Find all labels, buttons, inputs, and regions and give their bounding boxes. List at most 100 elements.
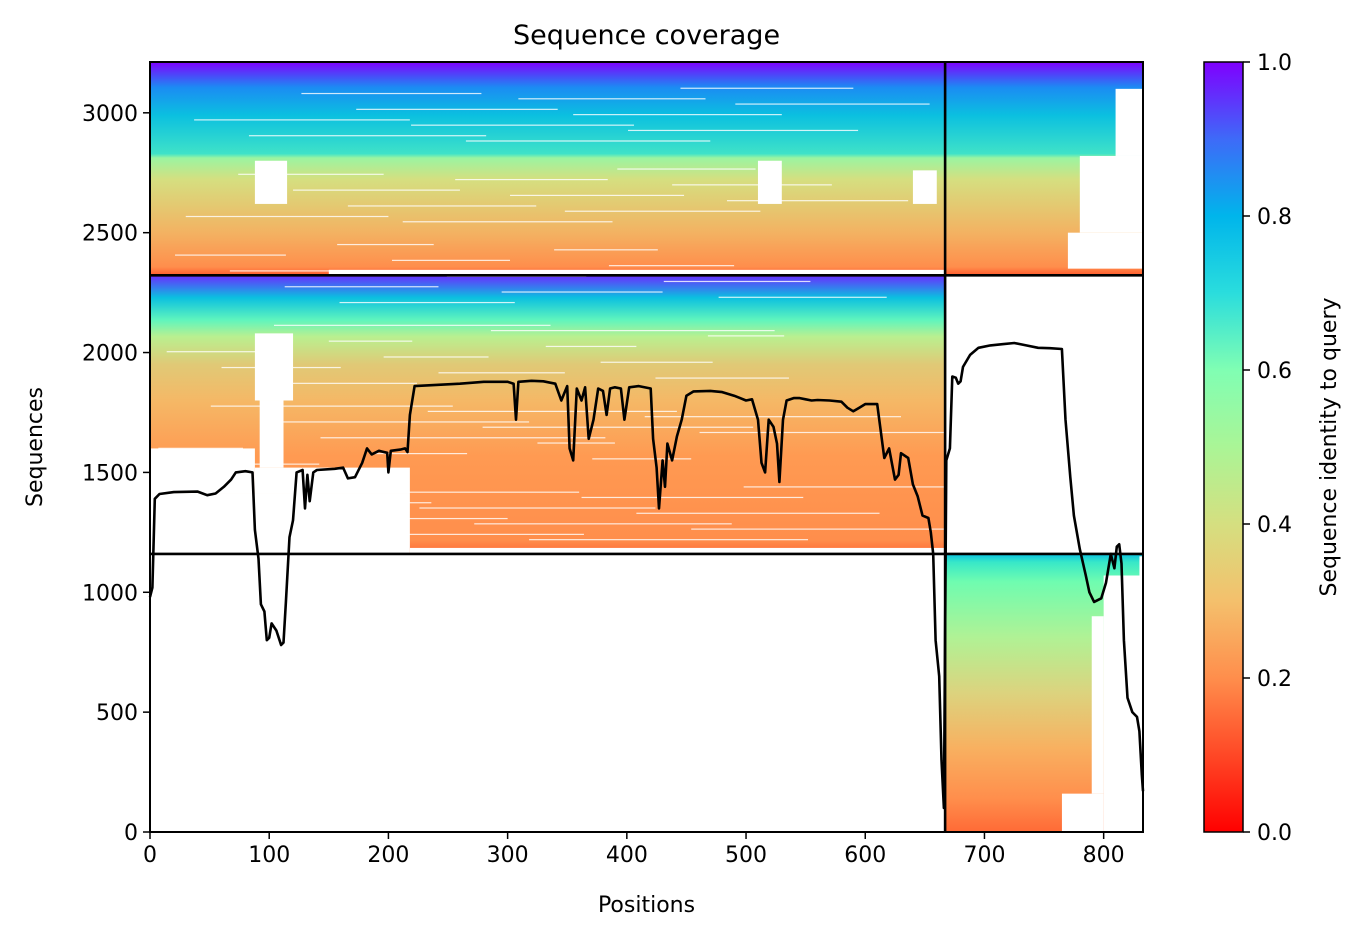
y-tick-label: 2000 [82,342,138,367]
coverage-streak [465,140,711,142]
coverage-streak [364,491,580,493]
coverage-gap [259,400,284,468]
x-axis-ticks: 0 100 200 300 400 500 600 700 800 [143,832,1125,868]
y-axis-label: Sequences [23,387,48,507]
chart-title: Sequence coverage [513,20,780,51]
colorbar-label: Sequence identity to query [1317,297,1342,596]
coverage-streak [337,243,434,246]
x-axis-label: Positions [598,893,695,918]
y-axis-ticks: 0 500 1000 1500 2000 2500 3000 [82,102,150,846]
colorbar-tick-label: 1.0 [1257,51,1292,76]
coverage-streak [592,458,692,460]
coverage-streak [545,345,637,348]
coverage-gap [912,170,937,204]
coverage-streak [455,178,608,181]
coverage-streak [680,87,854,89]
coverage-streak [438,372,565,374]
colorbar-tick-label: 0.4 [1257,513,1292,538]
coverage-streak [474,523,732,525]
plot-frame [149,61,1144,833]
x-tick-label: 800 [1083,843,1125,868]
x-tick-label: 100 [248,843,290,868]
colorbar-tick-label: 0.6 [1257,359,1292,384]
coverage-streak [375,452,468,455]
coverage-streak [339,301,515,304]
coverage-gap [328,269,946,276]
y-tick-label: 2500 [82,222,138,247]
coverage-streak [490,330,775,332]
coverage-streak [221,366,341,369]
coverage-gap [1061,793,1104,832]
colorbar-tick-label: 0.2 [1257,667,1292,692]
coverage-streak [735,103,930,105]
coverage-streak [644,416,902,418]
coverage-streak [707,335,785,337]
coverage-streak [564,210,761,212]
coverage-streak [402,221,613,223]
coverage-streak [518,98,706,100]
coverage-gap [1067,232,1143,269]
coverage-streak [347,205,537,207]
y-tick-label: 3000 [82,102,138,127]
coverage-streak [636,512,880,514]
x-tick-label: 700 [963,843,1005,868]
coverage-streak [655,377,789,379]
coverage-streak [608,265,735,267]
coverage-streak [663,280,811,283]
y-tick-label: 1000 [82,581,138,606]
x-tick-label: 400 [606,843,648,868]
coverage-streak [411,124,634,126]
coverage-streak [265,421,530,423]
coverage-streak [554,249,658,251]
coverage-streak [501,291,663,293]
coverage-gap [1115,88,1143,156]
x-tick-label: 0 [143,843,157,868]
coverage-streak [672,184,832,186]
coverage-gap [1079,155,1143,233]
coverage-streak [320,437,606,439]
x-tick-label: 200 [367,843,409,868]
coverage-streak [293,189,460,191]
coverage-gap [150,493,410,554]
coverage-streak [573,114,782,116]
coverage-streak [328,340,413,342]
coverage-streak [213,463,320,465]
coverage-streak [699,431,978,434]
y-tick-label: 0 [124,821,138,846]
colorbar [1203,61,1244,833]
coverage-streak [743,486,952,488]
coverage-streak [166,351,265,353]
coverage-streak [202,502,432,504]
coverage-streak [284,286,439,288]
coverage-blocks [150,62,1143,832]
y-tick-label: 500 [96,701,138,726]
coverage-streak [581,496,804,499]
coverage-streak [248,135,487,137]
coverage-gaps [150,87,1143,832]
coverage-streak [419,507,656,509]
coverage-streak [529,539,809,541]
coverage-streak [510,194,685,197]
coverage-gap [254,467,410,494]
coverage-gap [757,160,782,204]
coverage-streak [391,259,511,261]
coverage-streak [718,296,887,298]
coverage-streak [301,92,482,95]
colorbar-tick-label: 0.8 [1257,205,1292,230]
coverage-streak [210,405,453,407]
coverage-streak [383,356,489,358]
coverage-streak [600,361,713,363]
x-tick-label: 600 [844,843,886,868]
coverage-streak [238,173,384,175]
coverage-streak [257,517,508,520]
coverage-streak [482,426,754,428]
coverage-gap [409,547,946,554]
coverage-streak [617,168,756,170]
coverage-streak [150,544,222,546]
x-tick-label: 300 [487,843,529,868]
coverage-streak [273,324,551,326]
coverage-gap [254,160,288,204]
colorbar-ticks: 0.0 0.2 0.4 0.6 0.8 1.0 [1243,51,1292,846]
